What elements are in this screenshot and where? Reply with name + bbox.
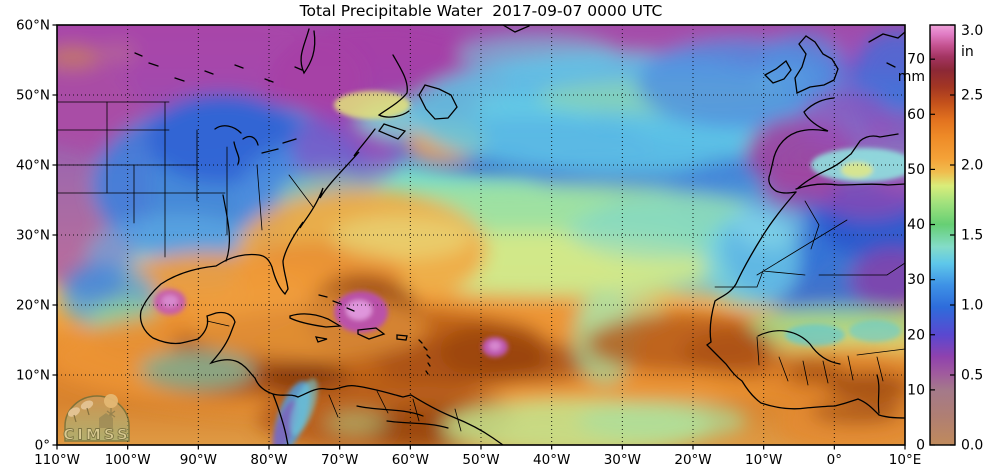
colorbar-unit-mm: mm [898,69,925,85]
colorbar-in-label: 2.5 [961,88,983,104]
cimss-logo: CIMSS [63,394,130,444]
y-tick-label: 40°N [16,158,50,174]
logo-text: CIMSS [63,426,130,444]
field-blobs-soft [57,25,905,445]
rivers [222,194,880,429]
y-tick-label: 30°N [16,228,50,244]
x-tick-label: 110°W [34,452,80,468]
colorbar-in-label: 2.0 [961,158,983,174]
colorbar-in-label: 1.5 [961,228,983,244]
x-tick-label: 0° [827,452,842,468]
y-tick-label: 10°N [16,368,50,384]
x-tick-label: 10°W [745,452,782,468]
x-tick-label: 50°W [462,452,499,468]
colorbar-mm-label: 0 [916,438,925,454]
logo-satellite-dish-icon [68,400,94,423]
colorbar-in-label: 0.0 [961,438,983,454]
y-tick-label: 60°N [16,18,50,34]
x-tick-label: 90°W [180,452,217,468]
x-tick-label: 100°W [105,452,151,468]
x-tick-label: 20°W [674,452,711,468]
coastlines [134,25,905,445]
colorbar-in-label: 0.5 [961,368,983,384]
graticule [57,25,905,445]
colorbar-in-label: 3.0 [961,23,983,39]
political-borders [57,101,905,432]
colorbar-mm-label: 20 [907,327,925,343]
y-tick-label: 0° [35,438,50,454]
logo-sun-icon [104,394,118,408]
x-tick-label: 10°E [889,452,921,468]
chart-title: Total Precipitable Water 2017-09-07 0000… [299,2,663,20]
x-tick-label: 30°W [604,452,641,468]
axes-layer: 110°W 100°W 90°W 80°W 70°W 60°W 50°W 40°W 30°W 20… [16,18,983,469]
colorbar-mm-label: 10 [907,382,925,398]
x-tick-label: 60°W [392,452,429,468]
x-tick-label: 70°W [321,452,358,468]
colorbar-mm-label: 40 [907,217,925,233]
colorbar-unit-in: in [961,44,974,60]
logo-building-icon [99,413,113,428]
x-tick-label: 80°W [250,452,287,468]
colorbar-in-label: 1.0 [961,298,983,314]
map-plot-area [57,25,905,445]
colorbar-mm-label: 60 [907,107,925,123]
colorbar-mm-label: 50 [907,162,925,178]
y-tick-label: 50°N [16,88,50,104]
colorbar-mm-label: 70 [907,52,925,68]
x-tick-label: 40°W [533,452,570,468]
y-tick-label: 20°N [16,298,50,314]
colorbar-mm-label: 30 [907,272,925,288]
